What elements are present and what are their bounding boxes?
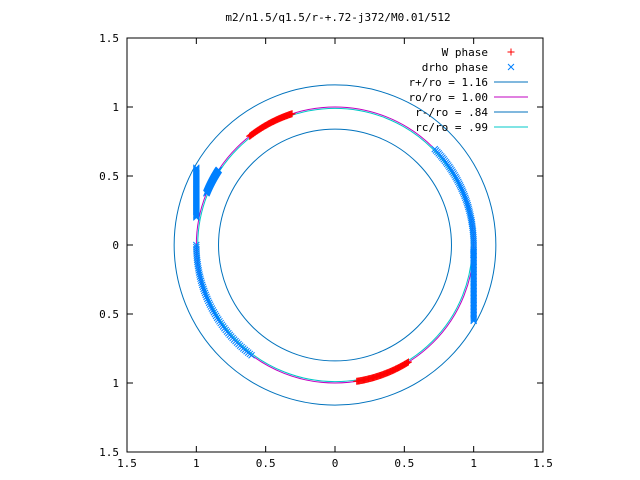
data-point: [192, 164, 200, 172]
x-tick-label: 0: [332, 457, 339, 470]
data-point: [195, 269, 203, 276]
x-tick-label: 1.5: [533, 457, 553, 470]
data-point: [192, 166, 200, 174]
data-point: [455, 180, 463, 187]
data-point: [211, 310, 219, 318]
data-point: [464, 203, 472, 211]
data-point: [207, 303, 215, 310]
legend-label: drho phase: [422, 61, 488, 74]
data-point: [205, 299, 213, 307]
data-point: [460, 190, 468, 198]
x-tick-label: 1.5: [117, 457, 137, 470]
data-point: [461, 192, 468, 200]
data-point: [203, 189, 210, 197]
data-point: [452, 173, 459, 181]
data-point: [248, 351, 255, 359]
x-tick-label: 0.5: [394, 457, 414, 470]
data-point: [461, 194, 469, 202]
data-point: [204, 297, 212, 305]
legend-marker: [507, 63, 515, 71]
data-point: [192, 167, 200, 175]
data-point: [457, 183, 465, 191]
data-point: [470, 248, 478, 256]
data-point: [210, 308, 218, 316]
data-point: [199, 283, 207, 291]
plot-points: [192, 110, 478, 385]
data-point: [463, 199, 471, 207]
legend-label: W phase: [442, 46, 488, 59]
legend: W phase drho phase r+/ro = 1.16 ro/ro = 1.0…: [409, 46, 528, 134]
data-point: [456, 182, 464, 189]
data-point: [201, 289, 209, 297]
data-point: [462, 196, 470, 203]
chart-title: m2/n1.5/q1.5/r-+.72-j372/M0.01/512: [225, 11, 450, 24]
data-point: [246, 132, 254, 140]
x-tick-label: 1: [470, 457, 477, 470]
data-point: [209, 306, 217, 314]
x-tick-label: 0.5: [256, 457, 276, 470]
data-point: [463, 198, 470, 205]
data-point: [459, 187, 466, 194]
data-point: [458, 185, 466, 193]
axis-ticks: 1.5 1 0.5 0 0.5 1 1.51.510.500.511.5: [99, 32, 553, 470]
y-tick-label: 0.5: [99, 308, 119, 321]
data-point: [454, 178, 462, 186]
circle-curve: [173, 84, 497, 406]
data-point: [197, 275, 204, 283]
data-point: [404, 358, 412, 366]
y-tick-label: 1: [112, 377, 119, 390]
data-point: [196, 271, 203, 278]
data-point: [198, 279, 205, 287]
y-tick-label: 1: [112, 101, 119, 114]
y-tick-label: 1.5: [99, 32, 119, 45]
data-point: [202, 291, 210, 299]
data-point: [454, 176, 461, 184]
legend-label: ro/ro = 1.00: [409, 91, 488, 104]
data-point: [200, 285, 207, 293]
data-point: [470, 249, 478, 257]
data-point: [203, 293, 210, 301]
y-tick-label: 0: [112, 239, 119, 252]
legend-label: rc/ro = .99: [415, 121, 488, 134]
data-point: [470, 247, 478, 254]
data-point: [459, 189, 467, 196]
data-point: [203, 295, 211, 303]
data-point: [464, 201, 472, 209]
legend-marker: [507, 48, 515, 56]
data-point: [206, 301, 214, 309]
circle-curve: [218, 128, 452, 362]
y-tick-label: 0.5: [99, 170, 119, 183]
data-point: [197, 277, 205, 285]
data-point: [192, 165, 200, 173]
data-point: [453, 175, 460, 182]
y-tick-label: 1.5: [99, 446, 119, 459]
data-point: [208, 305, 216, 312]
legend-label: r+/ro = 1.16: [409, 76, 488, 89]
data-point: [198, 281, 206, 289]
x-tick-label: 1: [193, 457, 200, 470]
data-point: [200, 287, 208, 295]
legend-label: r-/ro = .84: [415, 106, 488, 119]
data-point: [196, 273, 204, 280]
